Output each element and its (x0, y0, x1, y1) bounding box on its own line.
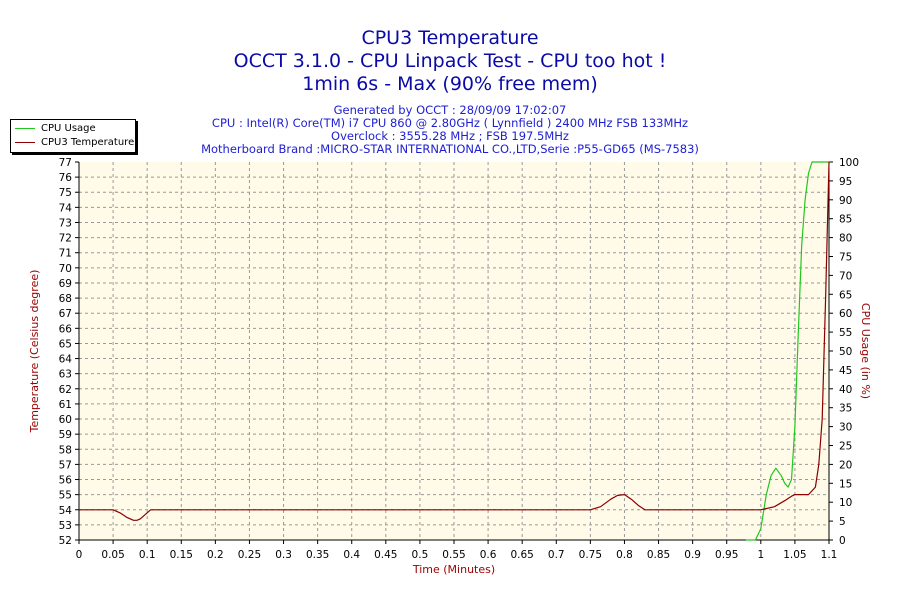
overclock-line: Overclock : 3555.28 MHz ; FSB 197.5MHz (331, 129, 569, 143)
y-right-tick-label: 80 (839, 233, 852, 245)
y-right-tick-label: 60 (839, 308, 852, 320)
y-right-tick-label: 100 (839, 157, 859, 169)
x-tick-label: 0.5 (412, 549, 429, 561)
chart-subtitle: OCCT 3.1.0 - CPU Linpack Test - CPU too … (233, 50, 667, 72)
y-left-tick-label: 71 (59, 248, 72, 260)
y-left-tick-label: 67 (59, 308, 72, 320)
x-tick-label: 0.85 (647, 549, 670, 561)
y-right-tick-label: 0 (839, 535, 846, 547)
y-left-tick-label: 64 (59, 354, 73, 366)
legend-item-cpu-usage: CPU Usage (15, 123, 96, 135)
x-tick-label: 0.95 (715, 549, 738, 561)
x-tick-label: 0.3 (275, 549, 292, 561)
x-tick-label: 0.65 (510, 549, 533, 561)
y-right-tick-label: 95 (839, 176, 852, 188)
cpu-info-line: CPU : Intel(R) Core(TM) i7 CPU 860 @ 2.8… (211, 116, 689, 130)
y-right-tick-label: 5 (839, 516, 846, 528)
x-tick-label: 0.15 (170, 549, 193, 561)
y-left-tick-label: 54 (59, 505, 73, 517)
series-line-cpu3-temperature (79, 161, 830, 521)
y-right-tick-label: 30 (839, 422, 852, 434)
y-right-tick-label: 85 (839, 214, 852, 226)
y-right-tick-label: 40 (839, 384, 852, 396)
chart-title: CPU3 Temperature (361, 27, 539, 49)
y-right-tick-label: 50 (839, 346, 852, 358)
y-right-tick-label: 45 (839, 365, 852, 377)
x-tick-label: 0.35 (306, 549, 329, 561)
x-tick-label: 0.2 (207, 549, 224, 561)
y-left-tick-label: 77 (59, 157, 72, 169)
y-left-tick-label: 62 (59, 384, 72, 396)
y-right-tick-label: 65 (839, 289, 852, 301)
x-tick-label: 0.6 (480, 549, 497, 561)
motherboard-line: Motherboard Brand :MICRO-STAR INTERNATIO… (201, 142, 699, 156)
y-left-tick-label: 75 (59, 187, 72, 199)
y-left-tick-label: 63 (59, 369, 72, 381)
x-tick-label: 0.9 (684, 549, 701, 561)
y-left-tick-label: 74 (59, 202, 73, 214)
legend-swatch-cpu-usage (15, 127, 35, 129)
y-left-tick-label: 55 (59, 490, 72, 502)
y-left-tick-label: 66 (59, 323, 73, 335)
y-left-tick-label: 61 (59, 399, 72, 411)
x-tick-label: 0 (76, 549, 83, 561)
series-line-cpu-usage (745, 161, 829, 541)
legend-label-cpu3-temperature: CPU3 Temperature (41, 137, 135, 148)
legend-label-cpu-usage: CPU Usage (41, 123, 96, 134)
x-tick-label: 0.05 (101, 549, 124, 561)
y-left-tick-label: 69 (59, 278, 72, 290)
y-right-tick-label: 55 (839, 327, 852, 339)
x-tick-label: 0.7 (548, 549, 565, 561)
y-right-tick-label: 75 (839, 252, 852, 264)
y-right-axis-label: CPU Usage (in %) (859, 303, 872, 399)
x-tick-label: 1 (757, 549, 764, 561)
x-tick-label: 1.05 (783, 549, 806, 561)
x-tick-label: 0.25 (238, 549, 261, 561)
y-left-tick-label: 56 (59, 475, 73, 487)
y-left-tick-label: 76 (59, 172, 73, 184)
legend-swatch-cpu3-temperature (15, 141, 35, 143)
y-left-tick-label: 68 (59, 293, 72, 305)
y-left-tick-label: 70 (59, 263, 72, 275)
y-left-tick-label: 60 (59, 414, 72, 426)
x-tick-label: 1.1 (821, 549, 838, 561)
y-right-tick-label: 25 (839, 441, 852, 453)
y-left-tick-label: 72 (59, 233, 72, 245)
y-right-tick-label: 90 (839, 195, 852, 207)
legend-item-cpu3-temperature: CPU3 Temperature (15, 137, 134, 149)
x-tick-label: 0.4 (343, 549, 360, 561)
y-left-tick-label: 73 (59, 217, 72, 229)
x-tick-label: 0.1 (139, 549, 156, 561)
y-right-tick-label: 15 (839, 478, 852, 490)
x-tick-label: 0.8 (616, 549, 633, 561)
y-right-tick-label: 10 (839, 497, 852, 509)
x-tick-label: 0.75 (579, 549, 602, 561)
y-right-tick-label: 70 (839, 270, 852, 282)
y-left-tick-label: 53 (59, 520, 72, 532)
x-tick-label: 0.55 (442, 549, 465, 561)
y-left-axis-label: Temperature (Celsius degree) (28, 270, 41, 434)
y-left-tick-label: 52 (59, 535, 72, 547)
x-tick-label: 0.45 (374, 549, 397, 561)
generated-by-line: Generated by OCCT : 28/09/09 17:02:07 (333, 103, 567, 117)
y-left-tick-label: 65 (59, 338, 72, 350)
y-left-tick-label: 59 (59, 429, 72, 441)
y-right-tick-label: 35 (839, 403, 852, 415)
y-left-tick-label: 58 (59, 444, 72, 456)
run-info: 1min 6s - Max (90% free mem) (302, 73, 598, 95)
x-axis-label: Time (Minutes) (412, 563, 495, 576)
y-left-tick-label: 57 (59, 459, 72, 471)
chart-legend: CPU Usage CPU3 Temperature (10, 119, 136, 153)
y-right-tick-label: 20 (839, 459, 852, 471)
